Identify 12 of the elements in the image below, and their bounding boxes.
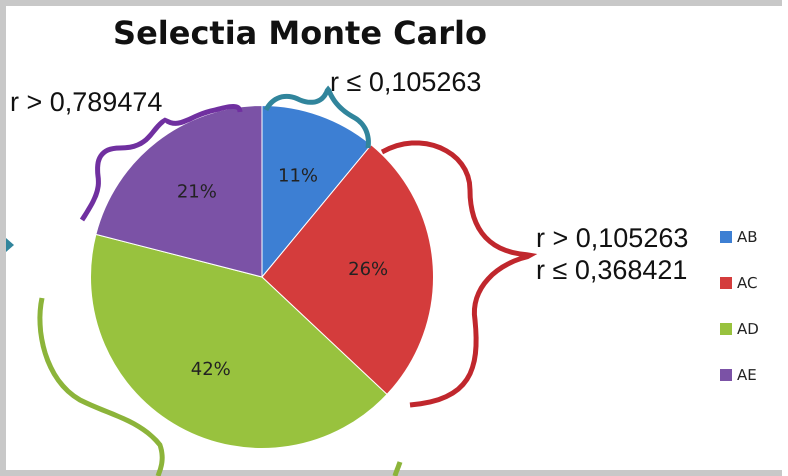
text: r ≤ 0,105263	[330, 66, 482, 98]
text: r > 0,789474	[10, 86, 162, 118]
legend-label: AD	[737, 320, 759, 338]
data-label: 42%	[190, 358, 231, 380]
data-label: 26%	[348, 258, 388, 280]
data-label: 11%	[278, 166, 318, 187]
data-label: 21%	[176, 182, 217, 203]
legend-label: AE	[737, 366, 757, 384]
legend-label: AC	[737, 274, 758, 292]
legend-label: AB	[737, 228, 758, 246]
text: r > 0,105263 r ≤ 0,368421	[536, 222, 688, 286]
chart-title: Selectia Monte Carlo	[112, 14, 488, 52]
